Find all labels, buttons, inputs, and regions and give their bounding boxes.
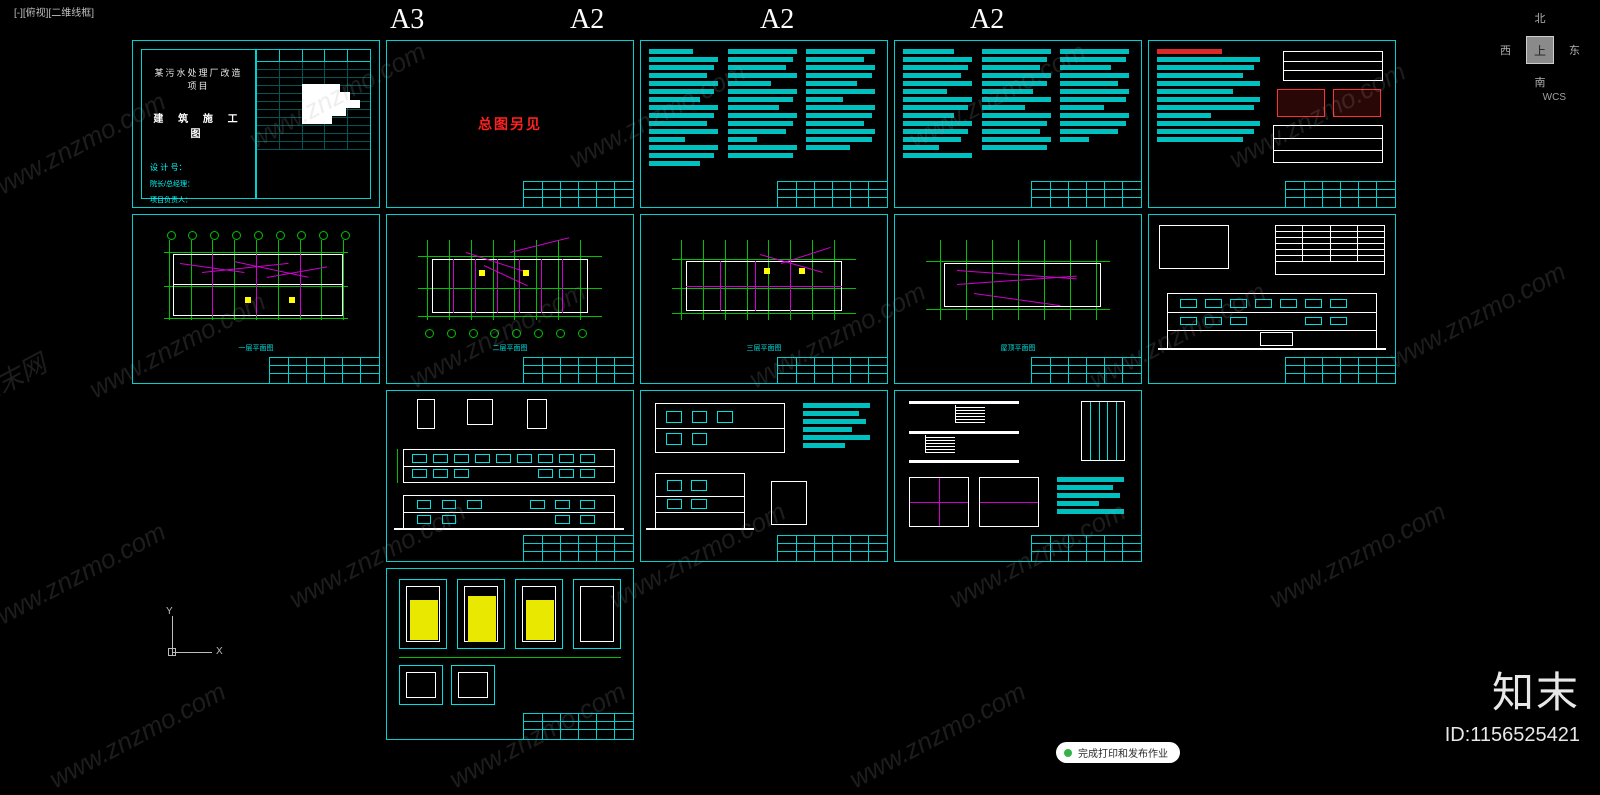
sheet-label-a3: A3 — [390, 4, 424, 36]
watermark: 知末网 — [0, 344, 52, 413]
print-publish-status[interactable]: 完成打印和发布作业 — [1056, 742, 1180, 763]
sheet-row-3 — [386, 390, 1472, 562]
railing-detail — [1081, 401, 1125, 461]
sheet-floor-plan-3[interactable]: 三层平面图 — [640, 214, 888, 384]
wall-detail-notes — [803, 403, 873, 451]
front-elevation — [1167, 293, 1377, 349]
notes-columns — [649, 49, 879, 177]
ucs-icon[interactable]: X Y — [160, 612, 220, 672]
sheet-floor-plan-2[interactable]: 二层平面图 — [386, 214, 634, 384]
sheet-general-notes-1[interactable] — [640, 40, 888, 208]
sheet-roof-plan[interactable]: 屋顶平面图 — [894, 214, 1142, 384]
cover-field-0: 院长/总经理： — [150, 179, 247, 189]
floor-plan — [655, 229, 873, 343]
compass-north: 北 — [1535, 10, 1546, 26]
sheet-label-a2-2: A2 — [760, 4, 794, 36]
material-table-2 — [1273, 125, 1383, 163]
roof-plan — [909, 229, 1127, 343]
titleblock — [523, 181, 633, 207]
titleblock — [1285, 357, 1395, 383]
compass-south: 南 — [1535, 74, 1546, 90]
cover-set-name: 建 筑 施 工 图 — [150, 110, 247, 140]
sheet-elev-and-schedule[interactable] — [1148, 214, 1396, 384]
sheet-site-plan-ref[interactable]: 总图另见 — [386, 40, 634, 208]
sheet-label-a2-1: A2 — [570, 4, 604, 36]
titleblock — [777, 357, 887, 383]
drawing-sheets-area[interactable]: 某污水处理厂改造项目 建 筑 施 工 图 设 计 号： 院长/总经理： 项目负责… — [132, 40, 1472, 746]
window-type-2 — [399, 665, 443, 705]
wall-section-detail-1 — [1277, 89, 1325, 117]
viewcube[interactable]: 北 南 西 东 上 — [1500, 10, 1580, 90]
wcs-label: WCS — [1543, 92, 1566, 103]
door-detail — [527, 399, 547, 429]
sheet-floor-plan-1[interactable]: 一层平面图 — [132, 214, 380, 384]
brand-name-cn: 知末 — [1445, 659, 1580, 720]
sheet-cover[interactable]: 某污水处理厂改造项目 建 筑 施 工 图 设 计 号： 院长/总经理： 项目负责… — [132, 40, 380, 208]
window-type-3 — [451, 665, 495, 705]
door-type-1 — [399, 579, 447, 649]
brand-id-value: 1156525421 — [1470, 724, 1580, 746]
titleblock — [1031, 181, 1141, 207]
titleblock — [269, 357, 379, 383]
viewcube-top-face[interactable]: 上 — [1526, 36, 1554, 64]
compass-east: 东 — [1569, 42, 1580, 58]
plan-title: 屋顶平面图 — [1001, 343, 1036, 353]
elevation-8-1 — [403, 495, 615, 529]
ucs-y-label: Y — [166, 606, 173, 617]
cover-drawing-list — [256, 49, 371, 199]
cover-field-1: 项目负责人： — [150, 195, 247, 205]
brand-overlay: 知末 ID:1156525421 — [1445, 659, 1580, 747]
building-section — [909, 401, 1019, 463]
column-detail — [417, 399, 435, 429]
titleblock — [1285, 181, 1395, 207]
sheet-label-a2-3: A2 — [970, 4, 1004, 36]
foundation-detail — [771, 481, 807, 525]
titleblock — [523, 535, 633, 561]
sheet-elevations[interactable] — [386, 390, 634, 562]
site-plan-note: 总图另见 — [478, 114, 542, 134]
titleblock — [523, 357, 633, 383]
notes-columns — [903, 49, 1133, 177]
material-table-1 — [1283, 51, 1383, 81]
wall-section-detail-2 — [1333, 89, 1381, 117]
key-plan — [1159, 225, 1229, 269]
stair-plan-2 — [979, 477, 1039, 527]
floor-plan — [401, 229, 619, 343]
floor-plan — [147, 229, 365, 343]
detail-notes — [1057, 477, 1127, 517]
stair-plan-1 — [909, 477, 969, 527]
sheet-general-notes-2[interactable] — [894, 40, 1142, 208]
compass-west: 西 — [1500, 42, 1511, 58]
window-type-1 — [573, 579, 621, 649]
plan-title: 三层平面图 — [747, 343, 782, 353]
sheet-material-details[interactable] — [1148, 40, 1396, 208]
door-type-3 — [515, 579, 563, 649]
elevation-1-8 — [403, 449, 615, 483]
notes-columns — [1157, 49, 1265, 177]
titleblock — [777, 181, 887, 207]
titleblock — [1031, 357, 1141, 383]
plan-title: 一层平面图 — [239, 343, 274, 353]
sheet-section-side-elev[interactable] — [640, 390, 888, 562]
sheet-row-1: 某污水处理厂改造项目 建 筑 施 工 图 设 计 号： 院长/总经理： 项目负责… — [132, 40, 1472, 208]
window-detail — [467, 399, 493, 425]
ucs-x-label: X — [216, 646, 223, 657]
brand-id-label: ID: — [1445, 724, 1471, 746]
sheet-row-4 — [386, 568, 1472, 740]
door-type-2 — [457, 579, 505, 649]
door-window-schedule — [1275, 225, 1385, 275]
viewport-label: [-][俯视][二维线框] — [14, 4, 94, 19]
cover-project-title: 某污水处理厂改造项目 — [150, 66, 247, 92]
sheet-door-window-details[interactable] — [386, 568, 634, 740]
side-elevation-2 — [655, 473, 745, 529]
titleblock — [523, 713, 633, 739]
plan-title: 二层平面图 — [493, 343, 528, 353]
cover-design-no: 设 计 号： — [150, 162, 247, 173]
sheet-stair-details[interactable] — [894, 390, 1142, 562]
titleblock — [1031, 535, 1141, 561]
titleblock — [777, 535, 887, 561]
sheet-row-2: 一层平面图 — [132, 214, 1472, 384]
side-elevation-1 — [655, 403, 785, 453]
cover-titleblock: 某污水处理厂改造项目 建 筑 施 工 图 设 计 号： 院长/总经理： 项目负责… — [141, 49, 256, 199]
